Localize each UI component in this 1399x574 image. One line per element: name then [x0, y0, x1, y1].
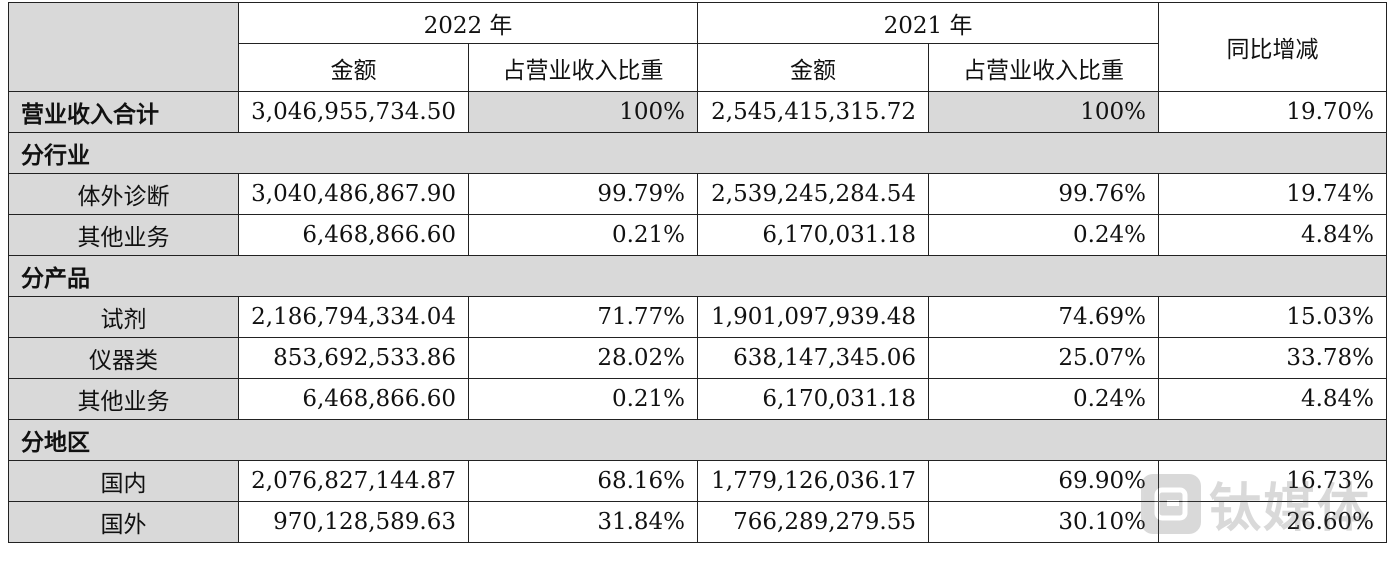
share-2021-cell: 25.07%: [928, 337, 1160, 379]
section-header-row: 分产品: [7, 255, 1388, 297]
row-label: 体外诊断: [8, 173, 239, 215]
share-2021-cell: 99.76%: [928, 173, 1160, 215]
amount-2022-cell: 3,046,955,734.50: [238, 91, 469, 133]
header-yoy: 同比增减: [1158, 2, 1388, 92]
amount-2022-cell: 2,076,827,144.87: [238, 460, 469, 502]
amount-2022-cell: 6,468,866.60: [238, 214, 469, 256]
section-header-row: 分行业: [7, 132, 1388, 174]
yoy-cell: 19.74%: [1158, 173, 1388, 215]
amount-2021-cell: 6,170,031.18: [697, 214, 930, 256]
section-header-row: 分地区: [7, 419, 1388, 461]
table-row: 国内 2,076,827,144.87 68.16% 1,779,126,036…: [8, 460, 1388, 502]
header-share-2021: 占营业收入比重: [928, 43, 1160, 92]
row-label: 国内: [8, 460, 239, 502]
header-share-2022: 占营业收入比重: [467, 43, 699, 92]
amount-2022-cell: 2,186,794,334.04: [238, 296, 469, 338]
row-label: 其他业务: [8, 214, 239, 256]
share-2022-cell: 28.02%: [467, 337, 699, 379]
yoy-cell: 26.60%: [1158, 501, 1388, 543]
amount-2021-cell: 6,170,031.18: [697, 378, 930, 420]
share-2022-cell: 100%: [467, 91, 699, 133]
amount-2022-cell: 970,128,589.63: [238, 501, 469, 543]
row-label: 试剂: [8, 296, 239, 338]
yoy-cell: 4.84%: [1158, 378, 1388, 420]
share-2022-cell: 31.84%: [467, 501, 699, 543]
amount-2022-cell: 853,692,533.86: [238, 337, 469, 379]
amount-2021-cell: 766,289,279.55: [697, 501, 930, 543]
table-row-total: 营业收入合计 3,046,955,734.50 100% 2,545,415,3…: [8, 91, 1388, 133]
header-amount-2022: 金额: [238, 43, 469, 92]
table-row: 试剂 2,186,794,334.04 71.77% 1,901,097,939…: [8, 296, 1388, 338]
section-title: 分行业: [7, 132, 1388, 174]
share-2021-cell: 0.24%: [928, 378, 1160, 420]
amount-2022-cell: 6,468,866.60: [238, 378, 469, 420]
yoy-cell: 19.70%: [1158, 91, 1388, 133]
row-label: 国外: [8, 501, 239, 543]
header-corner-cell: [8, 2, 239, 92]
yoy-cell: 4.84%: [1158, 214, 1388, 256]
amount-2021-cell: 1,779,126,036.17: [697, 460, 930, 502]
yoy-cell: 16.73%: [1158, 460, 1388, 502]
share-2022-cell: 0.21%: [467, 378, 699, 420]
amount-2021-cell: 638,147,345.06: [697, 337, 930, 379]
yoy-cell: 33.78%: [1158, 337, 1388, 379]
amount-2021-cell: 2,539,245,284.54: [697, 173, 930, 215]
amount-2021-cell: 2,545,415,315.72: [697, 91, 930, 133]
amount-2021-cell: 1,901,097,939.48: [697, 296, 930, 338]
header-year-2021: 2021 年: [697, 2, 1160, 44]
share-2021-cell: 30.10%: [928, 501, 1160, 543]
header-amount-2021: 金额: [697, 43, 930, 92]
table-row: 其他业务 6,468,866.60 0.21% 6,170,031.18 0.2…: [8, 378, 1388, 420]
share-2022-cell: 0.21%: [467, 214, 699, 256]
share-2021-cell: 74.69%: [928, 296, 1160, 338]
table-row: 仪器类 853,692,533.86 28.02% 638,147,345.06…: [8, 337, 1388, 379]
share-2022-cell: 68.16%: [467, 460, 699, 502]
yoy-cell: 15.03%: [1158, 296, 1388, 338]
table-row: 其他业务 6,468,866.60 0.21% 6,170,031.18 0.2…: [8, 214, 1388, 256]
share-2022-cell: 71.77%: [467, 296, 699, 338]
share-2021-cell: 100%: [928, 91, 1160, 133]
table-row: 体外诊断 3,040,486,867.90 99.79% 2,539,245,2…: [8, 173, 1388, 215]
amount-2022-cell: 3,040,486,867.90: [238, 173, 469, 215]
row-label: 仪器类: [8, 337, 239, 379]
header-year-2022: 2022 年: [237, 2, 699, 44]
section-title: 分地区: [7, 419, 1388, 461]
row-label: 营业收入合计: [8, 91, 239, 133]
revenue-table: 2022 年 2021 年 同比增减 金额 占营业收入比重 金额 占营业收入比重…: [7, 2, 1388, 543]
share-2021-cell: 0.24%: [928, 214, 1160, 256]
share-2022-cell: 99.79%: [467, 173, 699, 215]
share-2021-cell: 69.90%: [928, 460, 1160, 502]
table-row: 国外 970,128,589.63 31.84% 766,289,279.55 …: [8, 501, 1388, 543]
row-label: 其他业务: [8, 378, 239, 420]
section-title: 分产品: [7, 255, 1388, 297]
